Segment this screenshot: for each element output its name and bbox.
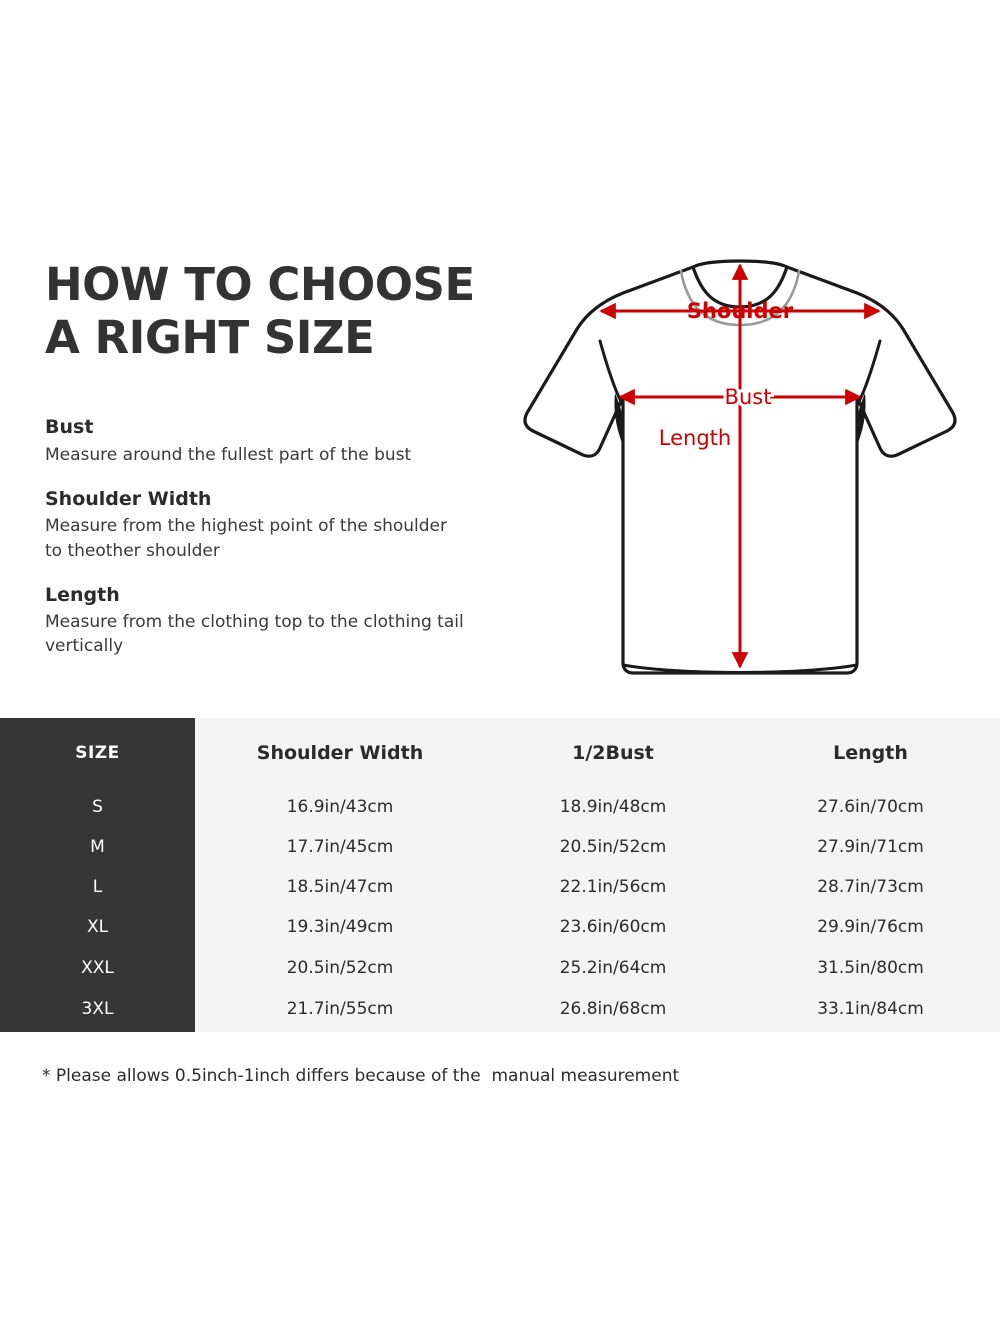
measurement-definitions: Bust Measure around the fullest part of … xyxy=(45,415,465,659)
row-size: S xyxy=(92,797,103,817)
row-size: XL xyxy=(86,917,109,937)
row-bust: 25.2in/64cm xyxy=(559,958,667,978)
size-table: SIZE Shoulder Width 1/2Bust Length S 16.… xyxy=(0,718,1000,1032)
definition-description: Measure from the clothing top to the clo… xyxy=(45,612,464,657)
definition-bust: Bust Measure around the fullest part of … xyxy=(45,415,465,467)
table-header-row: SIZE Shoulder Width 1/2Bust Length xyxy=(0,734,1000,773)
row-size: XXL xyxy=(81,958,114,978)
header-shoulder-width: Shoulder Width xyxy=(256,742,424,764)
row-length: 27.9in/71cm xyxy=(817,837,924,857)
row-bust: 20.5in/52cm xyxy=(559,837,667,857)
definition-term: Shoulder Width xyxy=(45,487,212,510)
row-length: 31.5in/80cm xyxy=(817,958,924,978)
row-length: 27.6in/70cm xyxy=(817,797,924,817)
tshirt-hem xyxy=(621,663,859,674)
page-title-line-2: A RIGHT SIZE xyxy=(45,311,375,365)
definition-shoulder-width: Shoulder Width Measure from the highest … xyxy=(45,487,465,563)
row-bust: 18.9in/48cm xyxy=(559,797,667,817)
row-bust: 26.8in/68cm xyxy=(559,999,667,1019)
tshirt-diagram: Shoulder Bust Length xyxy=(505,245,975,695)
row-shoulder: 21.7in/55cm xyxy=(286,999,394,1019)
row-size: 3XL xyxy=(81,999,114,1019)
definition-term: Bust xyxy=(45,416,94,438)
row-size: L xyxy=(92,877,103,897)
table-row: XXL 20.5in/52cm 25.2in/64cm 31.5in/80cm xyxy=(0,949,1000,988)
table-row: 3XL 21.7in/55cm 26.8in/68cm 33.1in/84cm xyxy=(0,990,1000,1029)
row-bust: 23.6in/60cm xyxy=(559,917,667,937)
table-row: M 17.7in/45cm 20.5in/52cm 27.9in/71cm xyxy=(0,828,1000,867)
shoulder-label: Shoulder xyxy=(687,299,794,323)
table-row: S 16.9in/43cm 18.9in/48cm 27.6in/70cm xyxy=(0,788,1000,827)
header-half-bust: 1/2Bust xyxy=(572,742,654,764)
bust-label: Bust xyxy=(725,385,772,409)
row-size: M xyxy=(90,837,105,857)
definition-description: Measure around the fullest part of the b… xyxy=(45,444,412,465)
table-row: L 18.5in/47cm 22.1in/56cm 28.7in/73cm xyxy=(0,868,1000,907)
row-shoulder: 18.5in/47cm xyxy=(286,877,394,897)
row-length: 28.7in/73cm xyxy=(817,877,924,897)
row-shoulder: 19.3in/49cm xyxy=(286,917,394,937)
row-length: 33.1in/84cm xyxy=(817,999,924,1019)
page-title: HOW TO CHOOSE A RIGHT SIZE xyxy=(45,258,515,364)
row-bust: 22.1in/56cm xyxy=(559,877,667,897)
definition-description: Measure from the highest point of the sh… xyxy=(45,516,447,561)
definition-length: Length Measure from the clothing top to … xyxy=(45,583,465,659)
header-length: Length xyxy=(833,742,908,764)
definition-term: Length xyxy=(45,583,120,606)
row-shoulder: 16.9in/43cm xyxy=(286,797,394,817)
tshirt-underarm-shading xyxy=(614,393,866,445)
header-size: SIZE xyxy=(75,743,120,763)
row-shoulder: 17.7in/45cm xyxy=(286,837,394,857)
row-shoulder: 20.5in/52cm xyxy=(286,958,394,978)
page-title-line-1: HOW TO CHOOSE xyxy=(45,258,475,311)
row-length: 29.9in/76cm xyxy=(817,917,924,937)
size-column-background xyxy=(0,718,195,1032)
table-row: XL 19.3in/49cm 23.6in/60cm 29.9in/76cm xyxy=(0,908,1000,947)
measurement-disclaimer: * Please allows 0.5inch-1inch differs be… xyxy=(42,1066,680,1086)
measurement-columns-background xyxy=(195,718,1000,1032)
length-label: Length xyxy=(659,426,731,450)
